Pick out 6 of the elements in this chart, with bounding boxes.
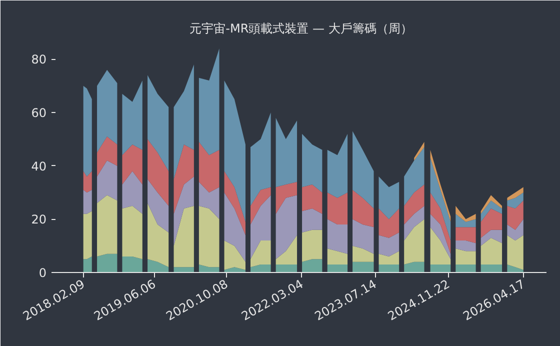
y-tick-label: 60 xyxy=(31,106,47,120)
y-tick-label: 20 xyxy=(31,212,47,227)
y-tick-label: 80 xyxy=(31,52,47,67)
y-tick-label: 40 xyxy=(31,159,47,174)
y-tick-label: 0 xyxy=(38,266,47,280)
chart-title: 元宇宙-MR頭載式裝置 — 大戶籌碼（周） xyxy=(190,22,412,36)
